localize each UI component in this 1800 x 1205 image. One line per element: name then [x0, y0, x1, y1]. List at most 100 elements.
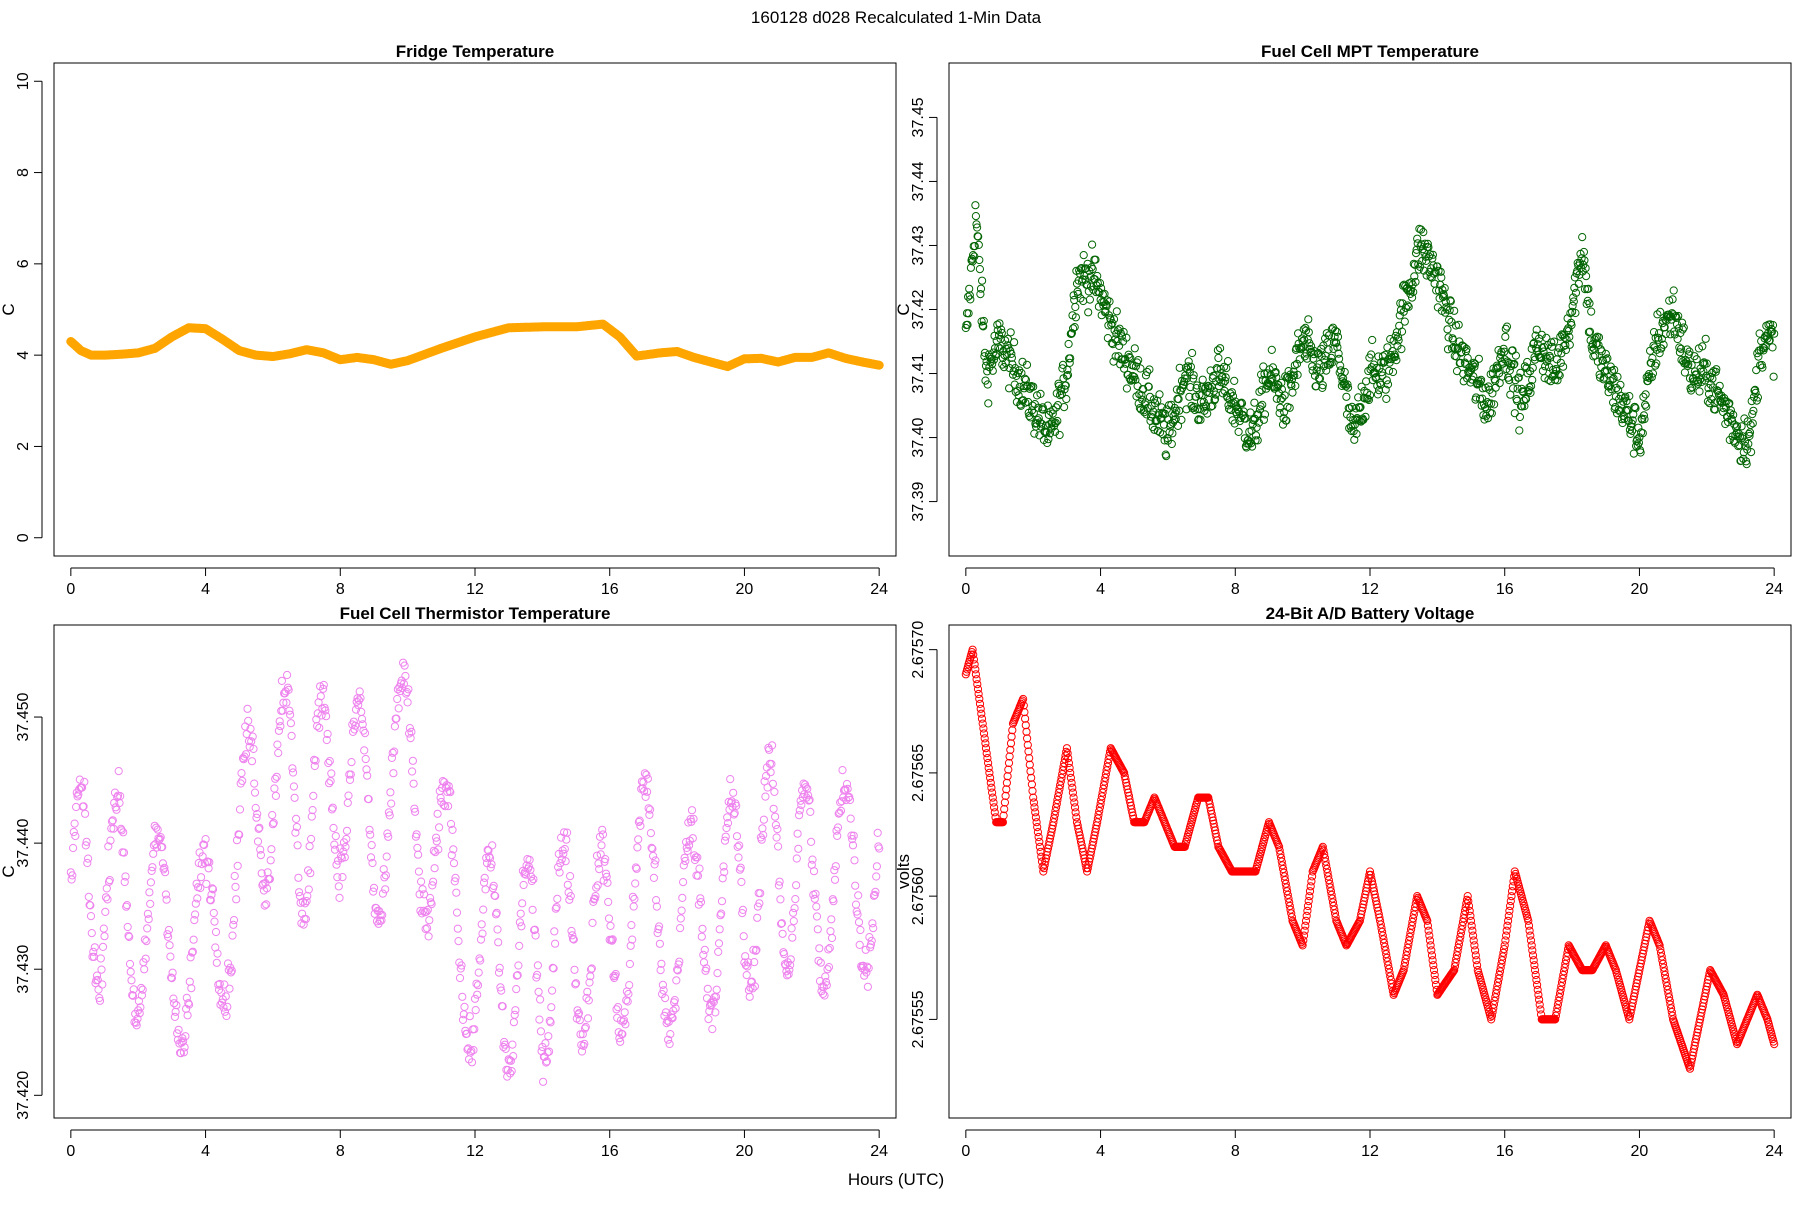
x-tick-label: 24 — [870, 1143, 888, 1160]
data-point — [1585, 299, 1594, 308]
data-point — [1702, 982, 1711, 991]
data-point — [452, 908, 462, 917]
data-point — [223, 959, 233, 968]
data-point — [1035, 837, 1044, 847]
data-point — [624, 989, 633, 999]
data-point — [1126, 801, 1136, 810]
data-point — [485, 854, 495, 863]
data-point — [717, 897, 727, 906]
data-point — [545, 1016, 554, 1026]
data-point — [462, 1029, 471, 1038]
data-point — [999, 811, 1008, 820]
data-point — [207, 890, 216, 899]
data-point — [1076, 264, 1086, 273]
data-point — [1305, 887, 1315, 896]
data-point — [435, 823, 444, 832]
data-point — [1045, 429, 1055, 438]
data-point — [1307, 877, 1316, 886]
data-point — [456, 964, 465, 973]
data-point — [689, 814, 698, 824]
data-point — [152, 843, 161, 852]
data-point — [1554, 370, 1563, 379]
y-tick-label: 37.41 — [910, 353, 927, 393]
data-point — [394, 704, 403, 713]
data-point — [180, 1043, 189, 1052]
data-point — [1300, 926, 1309, 935]
data-point — [1441, 297, 1450, 306]
data-point — [1007, 732, 1016, 741]
data-point — [1480, 415, 1489, 424]
data-point — [1064, 754, 1073, 763]
data-point — [169, 994, 178, 1003]
x-tick-label: 20 — [736, 1143, 754, 1160]
data-point — [343, 798, 352, 808]
data-point — [1207, 402, 1216, 411]
data-point — [372, 917, 382, 926]
data-point — [403, 698, 412, 707]
data-point — [196, 883, 205, 893]
data-point — [721, 832, 730, 841]
data-point — [658, 980, 668, 990]
data-point — [618, 1030, 627, 1039]
data-point — [830, 875, 840, 884]
data-point — [1173, 421, 1183, 430]
data-point — [553, 894, 562, 904]
data-point — [516, 909, 525, 918]
data-point — [1628, 426, 1637, 435]
data-point — [723, 813, 732, 822]
data-point — [257, 869, 266, 878]
data-point — [189, 935, 198, 944]
data-point — [1234, 427, 1243, 436]
data-point — [770, 787, 779, 797]
data-point — [422, 907, 431, 916]
data-point — [1506, 897, 1515, 906]
data-point — [725, 805, 734, 814]
data-point — [1425, 931, 1434, 940]
data-point — [307, 812, 316, 821]
data-point — [536, 1027, 546, 1036]
data-point — [1430, 970, 1439, 980]
data-point — [299, 920, 308, 929]
data-point — [283, 670, 292, 680]
data-point — [872, 862, 882, 871]
data-point — [494, 968, 504, 977]
data-point — [100, 932, 109, 941]
data-point — [558, 846, 567, 855]
data-point — [631, 879, 640, 888]
data-point — [756, 889, 765, 898]
data-point — [803, 784, 812, 793]
data-point — [1062, 394, 1071, 404]
data-point — [1066, 768, 1075, 778]
data-point — [795, 811, 804, 820]
data-point — [1026, 767, 1035, 776]
data-point — [763, 783, 772, 792]
data-point — [519, 880, 528, 890]
data-point — [629, 902, 638, 911]
data-point — [813, 925, 822, 934]
data-point — [636, 821, 645, 831]
data-point — [214, 985, 224, 995]
data-point — [310, 761, 319, 771]
data-point — [1008, 726, 1017, 735]
data-point — [1712, 365, 1721, 374]
data-point — [420, 890, 429, 899]
data-point — [1000, 798, 1010, 807]
data-point — [218, 995, 227, 1004]
data-point — [229, 916, 239, 925]
data-point — [1095, 279, 1105, 288]
data-point — [70, 819, 79, 828]
data-point — [738, 905, 748, 915]
data-point — [492, 908, 501, 917]
x-tick-label: 16 — [1496, 581, 1514, 598]
data-point — [1505, 906, 1514, 916]
data-point — [676, 924, 685, 933]
data-point — [722, 823, 731, 833]
data-point — [121, 872, 130, 881]
data-point — [1091, 255, 1100, 264]
data-point — [1692, 355, 1701, 364]
data-point — [969, 650, 978, 659]
data-point — [649, 851, 658, 861]
data-point — [431, 848, 440, 857]
data-point — [1466, 916, 1476, 925]
data-point — [560, 844, 569, 854]
